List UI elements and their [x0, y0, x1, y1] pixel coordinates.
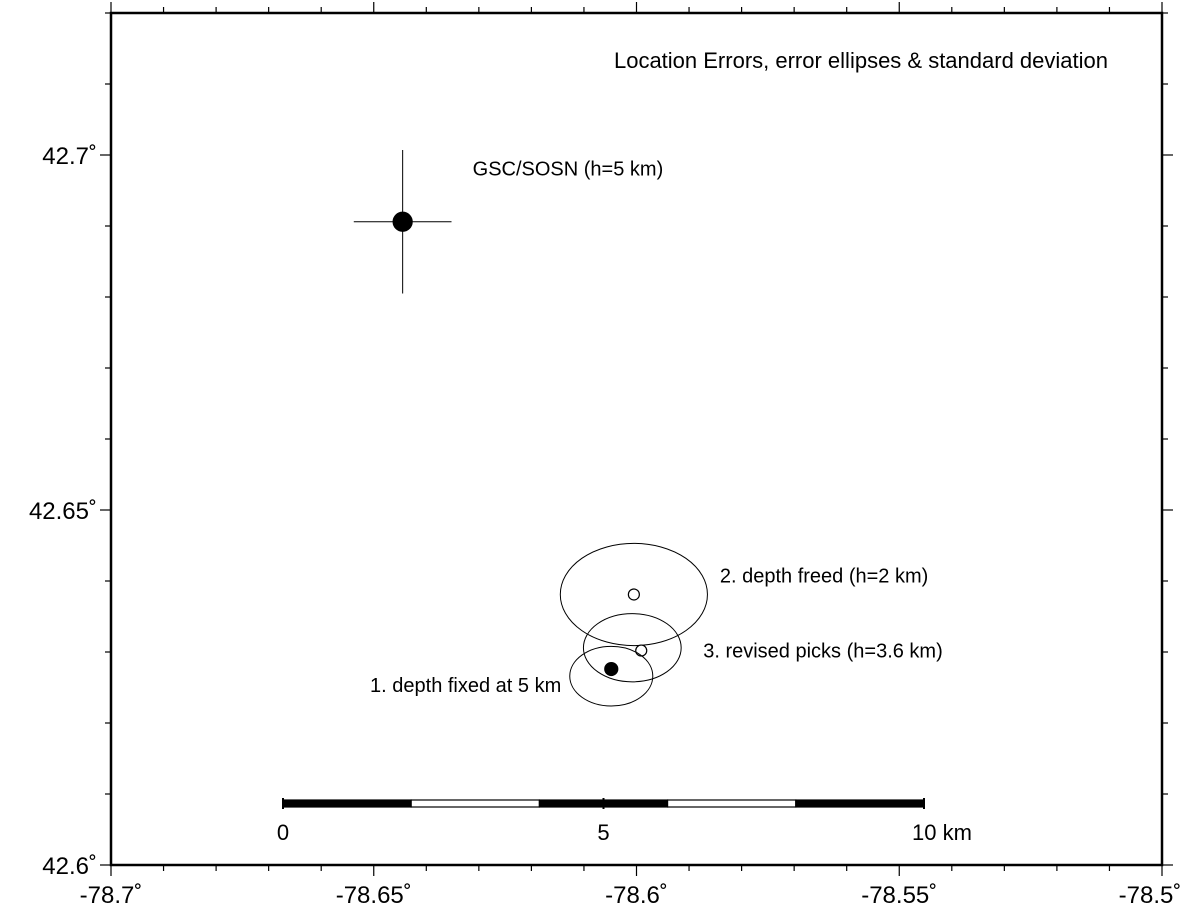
- error-ellipse: [569, 645, 654, 707]
- scale-bar-segment: [410, 799, 541, 808]
- scale-bar-segment: [666, 799, 797, 808]
- x-tick-label: -78.55˚: [861, 882, 937, 909]
- scale-bar-segment: [795, 799, 925, 808]
- location-features: [353, 150, 708, 707]
- scale-bar-label: 10 km: [912, 820, 972, 845]
- error-ellipse: [559, 542, 708, 647]
- map-title: Location Errors, error ellipses & standa…: [614, 48, 1108, 73]
- epicenter-filled-marker: [392, 211, 413, 232]
- epicenter-filled-marker: [604, 661, 619, 677]
- location-label: GSC/SOSN (h=5 km): [473, 159, 664, 181]
- x-tick-label: -78.6˚: [605, 882, 668, 909]
- location-4: [569, 645, 654, 707]
- scale-bar-segment: [282, 799, 412, 808]
- location-1: [353, 150, 452, 294]
- axis-ticks: [100, 2, 1173, 876]
- map-frame-group: [109, 11, 1164, 867]
- y-tick-label: 42.6˚: [42, 853, 97, 880]
- location-2: [559, 542, 708, 647]
- axis-tick-labels: -78.7˚ -78.65˚ -78.6˚ -78.55˚ -78.5˚ 42.6˚ 42.…: [29, 143, 1181, 909]
- epicenter-open-marker: [627, 588, 640, 601]
- y-tick-label: 42.7˚: [42, 143, 97, 170]
- epicenter-open-marker: [635, 644, 648, 657]
- location-label: 3. revised picks (h=3.6 km): [703, 641, 943, 663]
- scale-bar-label: 5: [597, 820, 609, 845]
- location-label: 1. depth fixed at 5 km: [370, 675, 561, 697]
- x-tick-label: -78.65˚: [336, 882, 412, 909]
- scale-bar: 0 5 10 km: [277, 798, 972, 845]
- x-tick-label: -78.7˚: [80, 882, 143, 909]
- error-ellipse: [582, 613, 682, 683]
- scale-bar-label: 0: [277, 820, 289, 845]
- location-label: 2. depth freed (h=2 km): [720, 565, 928, 587]
- x-tick-label: -78.5˚: [1119, 882, 1182, 909]
- map-frame: [109, 11, 1164, 867]
- y-tick-label: 42.65˚: [29, 498, 97, 525]
- location-annotations: GSC/SOSN (h=5 km) 2. depth freed (h=2 km)…: [370, 159, 943, 697]
